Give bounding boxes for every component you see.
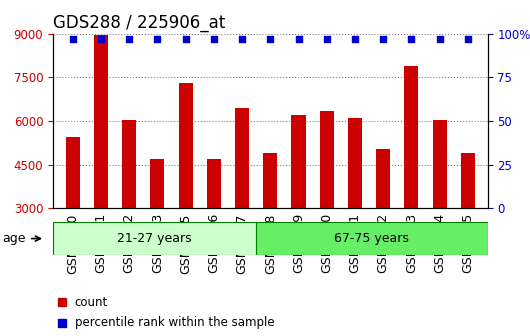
Text: count: count	[75, 296, 108, 309]
Point	[464, 36, 472, 42]
Bar	[179, 83, 193, 296]
Bar	[151, 159, 164, 296]
Bar	[94, 35, 108, 296]
Text: 21-27 years: 21-27 years	[117, 232, 192, 245]
Point	[68, 36, 77, 42]
FancyBboxPatch shape	[53, 222, 256, 255]
Point	[97, 36, 105, 42]
Bar	[404, 66, 419, 296]
Point	[379, 36, 387, 42]
Text: age: age	[3, 232, 40, 245]
Bar	[66, 137, 80, 296]
Point	[238, 36, 246, 42]
Point	[181, 36, 190, 42]
Text: 67-75 years: 67-75 years	[334, 232, 409, 245]
Text: percentile rank within the sample: percentile rank within the sample	[75, 316, 275, 329]
Bar	[122, 120, 136, 296]
Bar	[320, 111, 334, 296]
Point	[125, 36, 134, 42]
Point	[407, 36, 416, 42]
Bar	[235, 108, 249, 296]
Bar	[292, 115, 306, 296]
FancyBboxPatch shape	[256, 222, 488, 255]
Text: GDS288 / 225906_at: GDS288 / 225906_at	[53, 14, 225, 32]
Point	[266, 36, 275, 42]
Point	[153, 36, 162, 42]
Point	[435, 36, 444, 42]
Point	[210, 36, 218, 42]
Bar	[376, 149, 390, 296]
Point	[294, 36, 303, 42]
Bar	[263, 153, 277, 296]
Bar	[348, 118, 362, 296]
Point	[322, 36, 331, 42]
Bar	[432, 120, 447, 296]
Bar	[207, 159, 221, 296]
Point	[351, 36, 359, 42]
Bar	[461, 153, 475, 296]
